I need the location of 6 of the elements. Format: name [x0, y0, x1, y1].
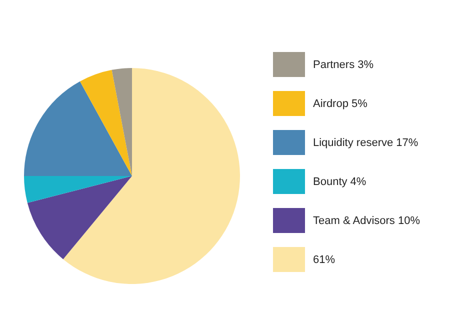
- legend-label: Bounty 4%: [313, 176, 366, 188]
- legend-label: 61%: [313, 254, 336, 266]
- legend-label: Liquidity reserve 17%: [313, 136, 418, 148]
- legend-label: Team & Advisors 10%: [313, 214, 420, 226]
- legend-label: Partners 3%: [313, 58, 374, 70]
- legend-label: Airdrop 5%: [313, 98, 368, 110]
